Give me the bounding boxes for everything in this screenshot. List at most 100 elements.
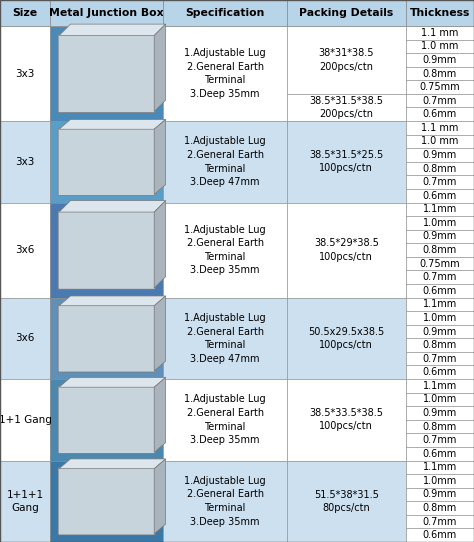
Bar <box>50 121 163 203</box>
Bar <box>287 121 406 203</box>
Text: 0.9mm: 0.9mm <box>423 489 457 500</box>
Text: 1.Adjustable Lug
2.General Earth
Terminal
3.Deep 35mm: 1.Adjustable Lug 2.General Earth Termina… <box>184 48 266 99</box>
FancyBboxPatch shape <box>58 305 155 372</box>
Bar <box>0 0 50 26</box>
Bar <box>406 230 474 243</box>
Text: 0.6mm: 0.6mm <box>423 449 457 459</box>
FancyBboxPatch shape <box>58 386 155 454</box>
Text: 0.75mm: 0.75mm <box>419 82 460 92</box>
Polygon shape <box>154 201 165 288</box>
Bar <box>406 501 474 515</box>
Bar <box>406 107 474 121</box>
Bar <box>163 461 287 542</box>
Text: 0.6mm: 0.6mm <box>423 109 457 119</box>
Text: 0.7mm: 0.7mm <box>423 177 457 187</box>
Bar <box>406 216 474 230</box>
Text: 1.Adjustable Lug
2.General Earth
Terminal
3.Deep 47mm: 1.Adjustable Lug 2.General Earth Termina… <box>184 137 266 187</box>
Bar <box>406 461 474 474</box>
FancyBboxPatch shape <box>58 211 155 289</box>
Bar <box>406 474 474 488</box>
Bar <box>406 53 474 67</box>
Text: 0.7mm: 0.7mm <box>423 435 457 445</box>
Text: 38.5*29*38.5
100pcs/ctn: 38.5*29*38.5 100pcs/ctn <box>314 238 379 262</box>
Text: 0.8mm: 0.8mm <box>423 68 457 79</box>
Bar <box>406 434 474 447</box>
Text: 1.1 mm: 1.1 mm <box>421 28 458 38</box>
Bar <box>406 528 474 542</box>
Bar <box>406 284 474 298</box>
Text: 1.1mm: 1.1mm <box>423 299 457 309</box>
Bar <box>287 0 406 26</box>
Text: 0.7mm: 0.7mm <box>423 517 457 527</box>
Bar <box>287 461 406 542</box>
Text: 0.9mm: 0.9mm <box>423 408 457 418</box>
Text: 3x6: 3x6 <box>15 245 35 255</box>
Text: 1+1 Gang: 1+1 Gang <box>0 415 52 425</box>
Text: 0.9mm: 0.9mm <box>423 150 457 160</box>
Bar <box>406 0 474 26</box>
Polygon shape <box>154 24 165 112</box>
Text: 0.8mm: 0.8mm <box>423 503 457 513</box>
Bar <box>406 203 474 216</box>
Text: 3x3: 3x3 <box>15 68 35 79</box>
Text: Specification: Specification <box>185 8 265 18</box>
Bar <box>406 94 474 107</box>
Bar <box>0 298 50 379</box>
Text: 1.Adjustable Lug
2.General Earth
Terminal
3.Deep 47mm: 1.Adjustable Lug 2.General Earth Termina… <box>184 313 266 364</box>
Bar <box>50 26 163 121</box>
Polygon shape <box>59 201 165 212</box>
FancyBboxPatch shape <box>58 128 155 196</box>
Text: 0.6mm: 0.6mm <box>423 530 457 540</box>
Text: 38.5*31.5*38.5
200pcs/ctn: 38.5*31.5*38.5 200pcs/ctn <box>309 96 383 119</box>
Bar <box>406 488 474 501</box>
Bar <box>163 0 287 26</box>
Text: 0.8mm: 0.8mm <box>423 245 457 255</box>
Text: 1.0mm: 1.0mm <box>423 313 457 323</box>
Bar <box>406 40 474 53</box>
FancyBboxPatch shape <box>58 35 155 113</box>
FancyBboxPatch shape <box>58 468 155 535</box>
Text: 0.9mm: 0.9mm <box>423 326 457 337</box>
Bar <box>406 270 474 284</box>
Polygon shape <box>154 459 165 534</box>
Text: 1.0mm: 1.0mm <box>423 218 457 228</box>
Bar <box>0 26 50 121</box>
Bar <box>50 379 163 461</box>
Bar <box>406 148 474 162</box>
Text: 1.0 mm: 1.0 mm <box>421 137 458 146</box>
Text: 50.5x29.5x38.5
100pcs/ctn: 50.5x29.5x38.5 100pcs/ctn <box>308 327 384 350</box>
Polygon shape <box>59 119 165 129</box>
Bar <box>0 203 50 298</box>
Text: 1+1+1
Gang: 1+1+1 Gang <box>7 489 44 513</box>
Bar <box>406 515 474 528</box>
Bar <box>406 67 474 80</box>
Text: 38.5*31.5*25.5
100pcs/ctn: 38.5*31.5*25.5 100pcs/ctn <box>309 150 383 173</box>
Text: 1.Adjustable Lug
2.General Earth
Terminal
3.Deep 35mm: 1.Adjustable Lug 2.General Earth Termina… <box>184 225 266 275</box>
Bar <box>406 365 474 379</box>
Bar <box>406 243 474 257</box>
Text: 3x3: 3x3 <box>15 157 35 167</box>
Text: 0.9mm: 0.9mm <box>423 55 457 65</box>
Bar <box>163 379 287 461</box>
Text: 1.0mm: 1.0mm <box>423 395 457 404</box>
Text: 3x6: 3x6 <box>15 333 35 343</box>
Text: 0.7mm: 0.7mm <box>423 272 457 282</box>
Bar <box>406 257 474 270</box>
Bar <box>406 298 474 311</box>
Text: 1.1 mm: 1.1 mm <box>421 123 458 133</box>
Bar <box>406 352 474 365</box>
Text: Packing Details: Packing Details <box>299 8 393 18</box>
Text: 0.7mm: 0.7mm <box>423 354 457 364</box>
Bar <box>287 26 406 94</box>
Text: 51.5*38*31.5
80pcs/ctn: 51.5*38*31.5 80pcs/ctn <box>314 489 379 513</box>
Bar <box>406 325 474 338</box>
Bar <box>163 26 287 121</box>
Text: 0.8mm: 0.8mm <box>423 340 457 350</box>
Bar <box>406 176 474 189</box>
Bar <box>287 379 406 461</box>
Text: 0.6mm: 0.6mm <box>423 286 457 296</box>
Polygon shape <box>154 119 165 195</box>
Text: 0.9mm: 0.9mm <box>423 231 457 242</box>
Text: Thickness: Thickness <box>410 8 470 18</box>
Polygon shape <box>154 296 165 371</box>
